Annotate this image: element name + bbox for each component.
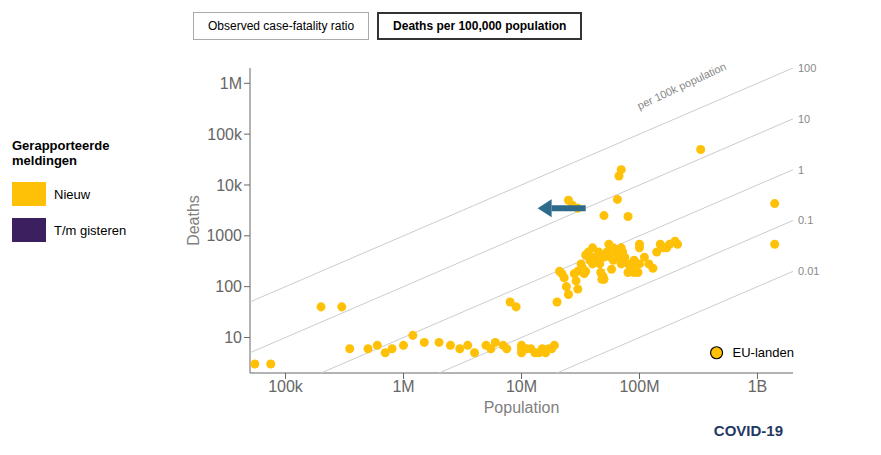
svg-text:per 100k population: per 100k population: [635, 60, 728, 112]
svg-text:1000: 1000: [206, 227, 242, 244]
html-text:Deaths per 100,000 population: Deaths per 100,000 population: [393, 19, 567, 33]
svg-text:10M: 10M: [506, 378, 537, 395]
svg-text:Population: Population: [484, 399, 560, 416]
svg-text:EU-landen: EU-landen: [733, 345, 794, 360]
svg-text:10k: 10k: [216, 177, 243, 194]
svg-text:Deaths: Deaths: [185, 195, 202, 246]
svg-text:100: 100: [215, 278, 242, 295]
svg-text:1M: 1M: [220, 75, 242, 92]
html-text:Gerapporteerde meldingen: Gerapporteerde meldingen: [12, 138, 110, 168]
svg-text:1M: 1M: [392, 378, 414, 395]
html-text:T/m gisteren: T/m gisteren: [54, 222, 127, 238]
svg-text:100M: 100M: [619, 378, 659, 395]
svg-text:100k: 100k: [268, 378, 304, 395]
svg-text:0.01: 0.01: [798, 265, 819, 277]
svg-text:1B: 1B: [748, 378, 768, 395]
html-text:Nieuw: Nieuw: [54, 186, 91, 202]
svg-text:100k: 100k: [207, 126, 243, 143]
svg-text:10: 10: [798, 113, 810, 125]
svg-text:10: 10: [224, 329, 242, 346]
svg-text:100: 100: [798, 62, 816, 74]
svg-text:1: 1: [798, 164, 804, 176]
html-text:COVID-19: COVID-19: [713, 422, 783, 439]
html-text:Observed case-fatality ratio: Observed case-fatality ratio: [208, 19, 355, 33]
svg-text:0.1: 0.1: [798, 214, 813, 226]
